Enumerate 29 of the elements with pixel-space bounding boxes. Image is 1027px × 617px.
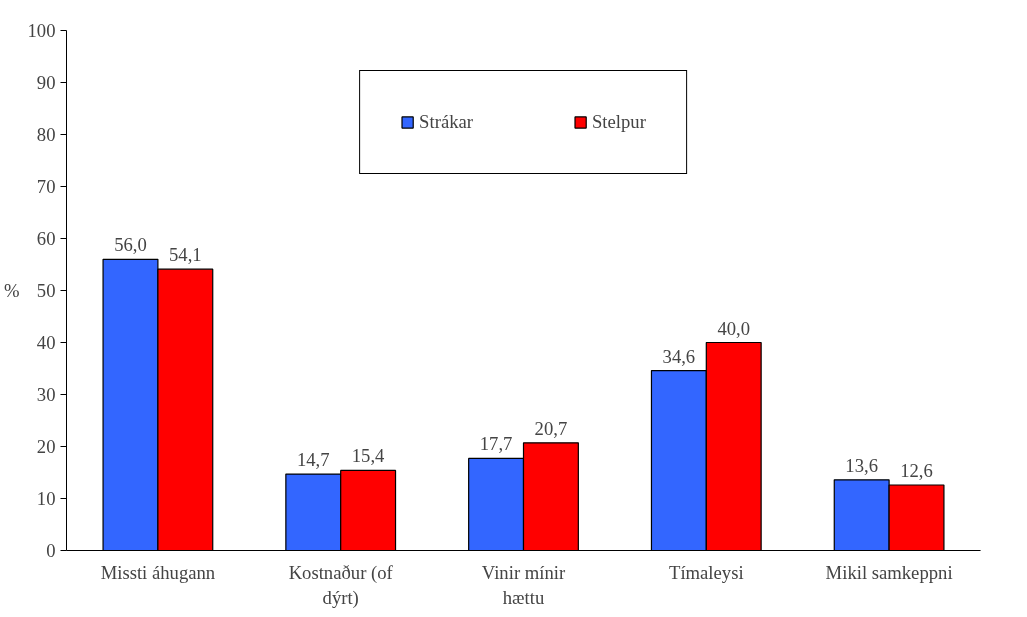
y-tick-label: 10 <box>36 488 56 509</box>
data-label: 17,7 <box>479 433 513 455</box>
y-tick-label: 80 <box>36 124 56 145</box>
x-tick-label: Vinir mínir hættu <box>481 561 566 608</box>
data-label: 20,7 <box>534 417 568 439</box>
data-label: 15,4 <box>351 445 386 467</box>
y-tick-label: 20 <box>36 436 56 457</box>
data-label: 54,1 <box>169 244 202 266</box>
legend-label: Stelpur <box>591 111 646 133</box>
data-label: 40,0 <box>717 317 751 339</box>
x-tick-label: Kostnaður (of dýrt) <box>288 561 394 609</box>
data-label: 13,6 <box>845 454 879 476</box>
x-tick-label: Mikil samkeppni <box>825 561 953 583</box>
data-label: 14,7 <box>296 449 330 471</box>
y-tick-label: 0 <box>46 540 56 561</box>
y-tick-label: 70 <box>36 176 56 197</box>
data-label: 12,6 <box>900 459 933 481</box>
y-tick-label: 60 <box>36 228 56 249</box>
y-axis-title: % <box>3 280 20 301</box>
y-tick-label: 30 <box>36 384 56 405</box>
data-label: 34,6 <box>662 345 696 367</box>
x-tick-label: Missti áhugann <box>100 561 216 583</box>
y-tick-label: 90 <box>36 72 56 93</box>
legend-label: Strákar <box>419 111 473 133</box>
y-tick-label: 50 <box>36 280 56 301</box>
x-tick-label: Tímaleysi <box>669 561 744 583</box>
y-tick-label: 100 <box>27 20 56 41</box>
y-tick-label: 40 <box>36 332 56 353</box>
data-label: 56,0 <box>114 234 147 256</box>
